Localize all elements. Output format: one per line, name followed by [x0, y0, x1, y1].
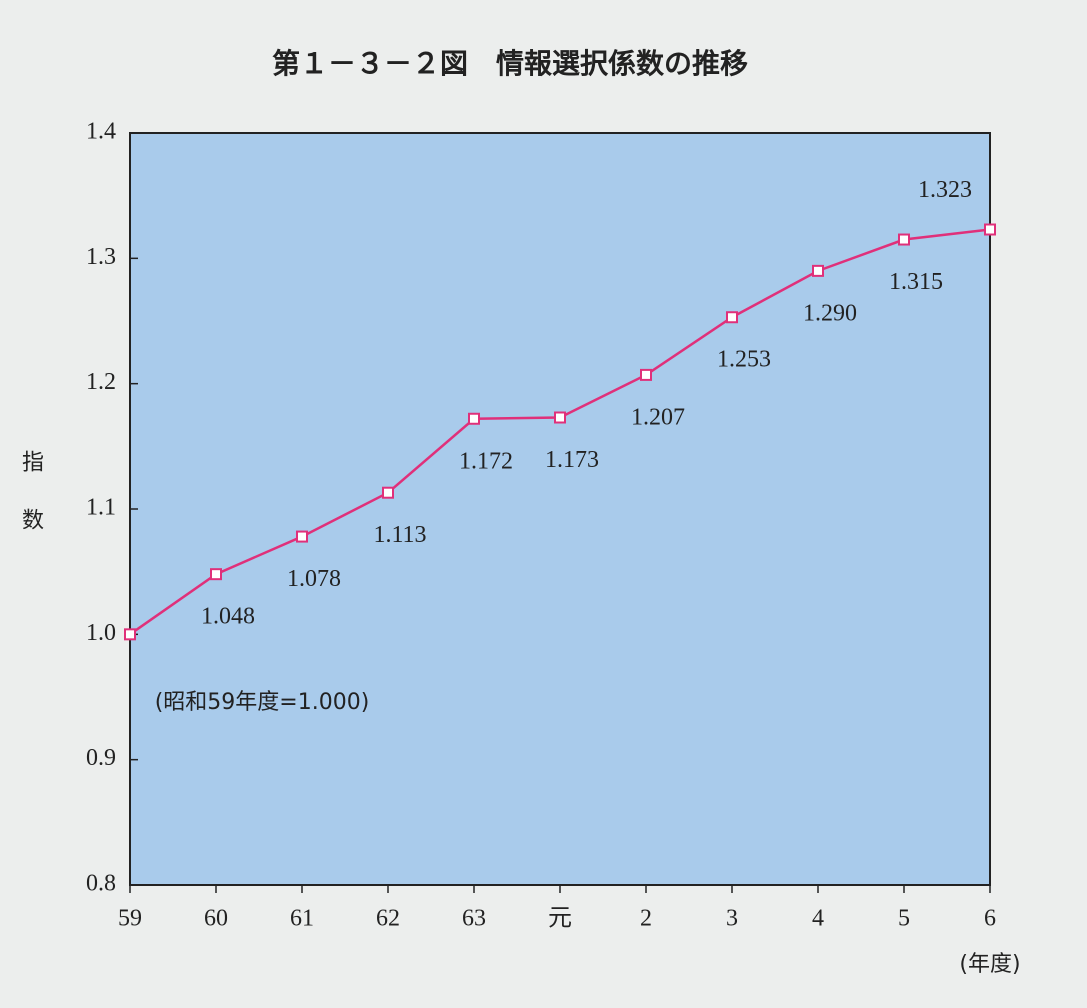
data-label: 1.323	[918, 177, 972, 203]
chart-title: 第１－３－２図 情報選択係数の推移	[272, 47, 748, 80]
data-label: 1.048	[201, 604, 255, 630]
marker	[898, 233, 910, 246]
x-tick-label: 59	[118, 906, 142, 932]
x-tick-label: 3	[726, 906, 738, 932]
marker	[468, 412, 480, 425]
marker	[726, 311, 738, 324]
marker	[984, 223, 996, 236]
data-label: 1.207	[631, 404, 685, 430]
marker	[554, 411, 566, 424]
data-label: 1.078	[287, 566, 341, 592]
marker	[124, 628, 136, 641]
y-tick-label: 0.9	[86, 745, 116, 771]
data-label: 1.173	[545, 447, 599, 473]
x-tick-label: 5	[898, 906, 910, 932]
x-tick-label: 62	[376, 906, 400, 932]
x-tick-label: 6	[984, 906, 996, 932]
x-axis-label: (年度)	[959, 952, 1020, 977]
marker	[640, 368, 652, 381]
x-tick-label: 2	[640, 906, 652, 932]
annotation: (昭和59年度=1.000)	[155, 690, 370, 715]
x-tick-label: 4	[812, 906, 824, 932]
data-label: 1.290	[803, 300, 857, 326]
data-label: 1.172	[459, 448, 513, 474]
data-label: 1.113	[373, 522, 426, 548]
data-label: 1.253	[717, 347, 771, 373]
marker	[210, 568, 222, 581]
x-tick-label: 60	[204, 906, 228, 932]
y-axis-label: 指数	[18, 450, 44, 566]
x-tick-label: 61	[290, 906, 314, 932]
marker	[296, 530, 308, 543]
y-tick-label: 1.0	[86, 620, 116, 646]
y-tick-label: 0.8	[86, 871, 116, 897]
y-tick-label: 1.2	[86, 369, 116, 395]
plot-area	[129, 132, 991, 886]
y-tick-label: 1.4	[86, 119, 116, 145]
marker	[382, 486, 394, 499]
x-tick-label: 63	[462, 906, 486, 932]
y-tick-label: 1.1	[86, 495, 116, 521]
x-tick-label: 元	[548, 906, 572, 932]
y-tick-label: 1.3	[86, 244, 116, 270]
marker	[812, 264, 824, 277]
data-label: 1.315	[889, 269, 943, 295]
